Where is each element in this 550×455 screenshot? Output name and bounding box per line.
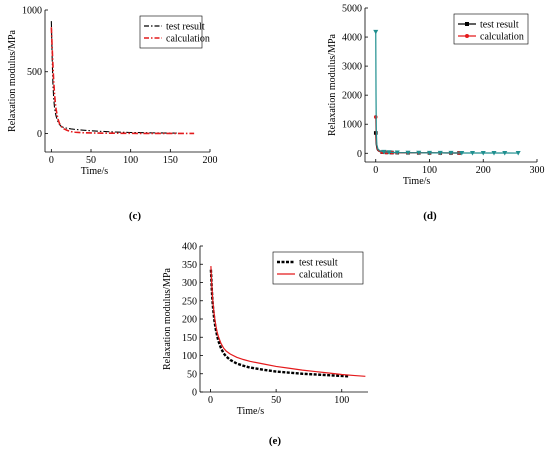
panel-label-c: (c) — [129, 210, 142, 222]
legend-marker-1 — [465, 34, 469, 38]
y-tick-label: 300 — [182, 278, 197, 289]
panel-label-d: (d) — [423, 210, 437, 222]
x-tick-label: 0 — [49, 155, 54, 166]
y-tick-label: 2000 — [342, 91, 362, 102]
legend-entry-0: test result — [166, 22, 205, 33]
series-marker-2 — [480, 150, 486, 156]
legend-entry-1: calculation — [166, 34, 210, 45]
y-tick-label: 0 — [357, 149, 362, 160]
x-tick-label: 150 — [163, 155, 178, 166]
series-line-2 — [375, 31, 519, 154]
series-marker-2 — [386, 150, 392, 155]
legend-entry-0: test result — [299, 258, 338, 269]
legend-box — [139, 15, 203, 49]
x-tick-label: 100 — [422, 165, 437, 176]
y-tick-label: 500 — [27, 67, 42, 78]
legend-box — [453, 13, 529, 45]
y-axis-label: Relaxation modulus/MPa — [7, 29, 18, 132]
chart-2: 0 50 100 0 50 100 150 200 250 300 350 400 Time/s Rela… — [162, 242, 368, 417]
y-tick-label: 0 — [192, 388, 197, 399]
legend-entry-1: calculation — [480, 32, 524, 43]
x-tick-label: 0 — [373, 165, 378, 176]
series-line-0 — [375, 132, 460, 154]
panel-label-e: (e) — [269, 435, 282, 447]
y-tick-label: 200 — [182, 315, 197, 326]
y-tick-label: 50 — [187, 369, 197, 380]
series-line-0 — [50, 21, 177, 134]
series-marker-2 — [515, 151, 521, 156]
legend-entry-1: calculation — [299, 270, 343, 281]
series-marker-2 — [381, 149, 387, 155]
chart-0: 0 50 100 150 200 0 500 1000 Time/s Relaxation mod… — [7, 6, 218, 178]
series-marker-2 — [394, 150, 400, 156]
y-tick-label: 5000 — [342, 4, 362, 15]
x-tick-label: 100 — [123, 155, 138, 166]
y-axis-label: Relaxation modulus/MPa — [162, 267, 173, 370]
series-marker-2 — [459, 150, 465, 156]
y-tick-label: 100 — [182, 351, 197, 362]
x-axis-label: Time/s — [237, 406, 265, 417]
series-marker-2 — [491, 151, 497, 156]
y-tick-label: 150 — [182, 333, 197, 344]
data-layer — [209, 266, 366, 378]
y-tick-label: 4000 — [342, 33, 362, 44]
data-layer — [373, 29, 521, 156]
legend-entry-0: test result — [480, 20, 519, 31]
y-tick-label: 3000 — [342, 62, 362, 73]
x-tick-label: 50 — [86, 155, 96, 166]
x-tick-label: 50 — [271, 395, 281, 406]
x-axis-label: Time/s — [403, 176, 431, 187]
x-tick-label: 200 — [476, 165, 491, 176]
series-marker-2 — [448, 150, 454, 156]
series-marker-2 — [416, 150, 422, 156]
legend-box — [272, 251, 364, 285]
series-line-0 — [209, 269, 349, 378]
series-marker-2 — [405, 150, 411, 156]
y-axis-label: Relaxation modulus/MPa — [327, 33, 338, 136]
series-marker-2 — [470, 150, 475, 156]
data-layer — [50, 21, 195, 135]
x-tick-label: 200 — [203, 155, 218, 166]
y-tick-label: 0 — [37, 129, 42, 140]
series-line-1 — [375, 116, 460, 154]
x-tick-label: 0 — [208, 395, 213, 406]
series-marker-2 — [502, 151, 508, 156]
series-line-1 — [50, 27, 195, 135]
y-tick-label: 1000 — [22, 6, 42, 17]
series-marker-2 — [437, 150, 443, 156]
x-axis-label: Time/s — [81, 166, 109, 177]
x-tick-label: 100 — [334, 395, 349, 406]
y-tick-label: 350 — [182, 260, 197, 271]
chart-1: 0 100 200 300010002000300040005000Time/sRel… — [327, 4, 545, 188]
series-line-1 — [210, 266, 366, 377]
legend-marker-0 — [465, 22, 469, 26]
y-tick-label: 1000 — [342, 120, 362, 131]
series-marker-2 — [373, 29, 379, 35]
x-tick-label: 300 — [530, 165, 545, 176]
y-tick-label: 250 — [182, 296, 197, 307]
series-marker-2 — [427, 150, 432, 156]
y-tick-label: 400 — [182, 242, 197, 253]
